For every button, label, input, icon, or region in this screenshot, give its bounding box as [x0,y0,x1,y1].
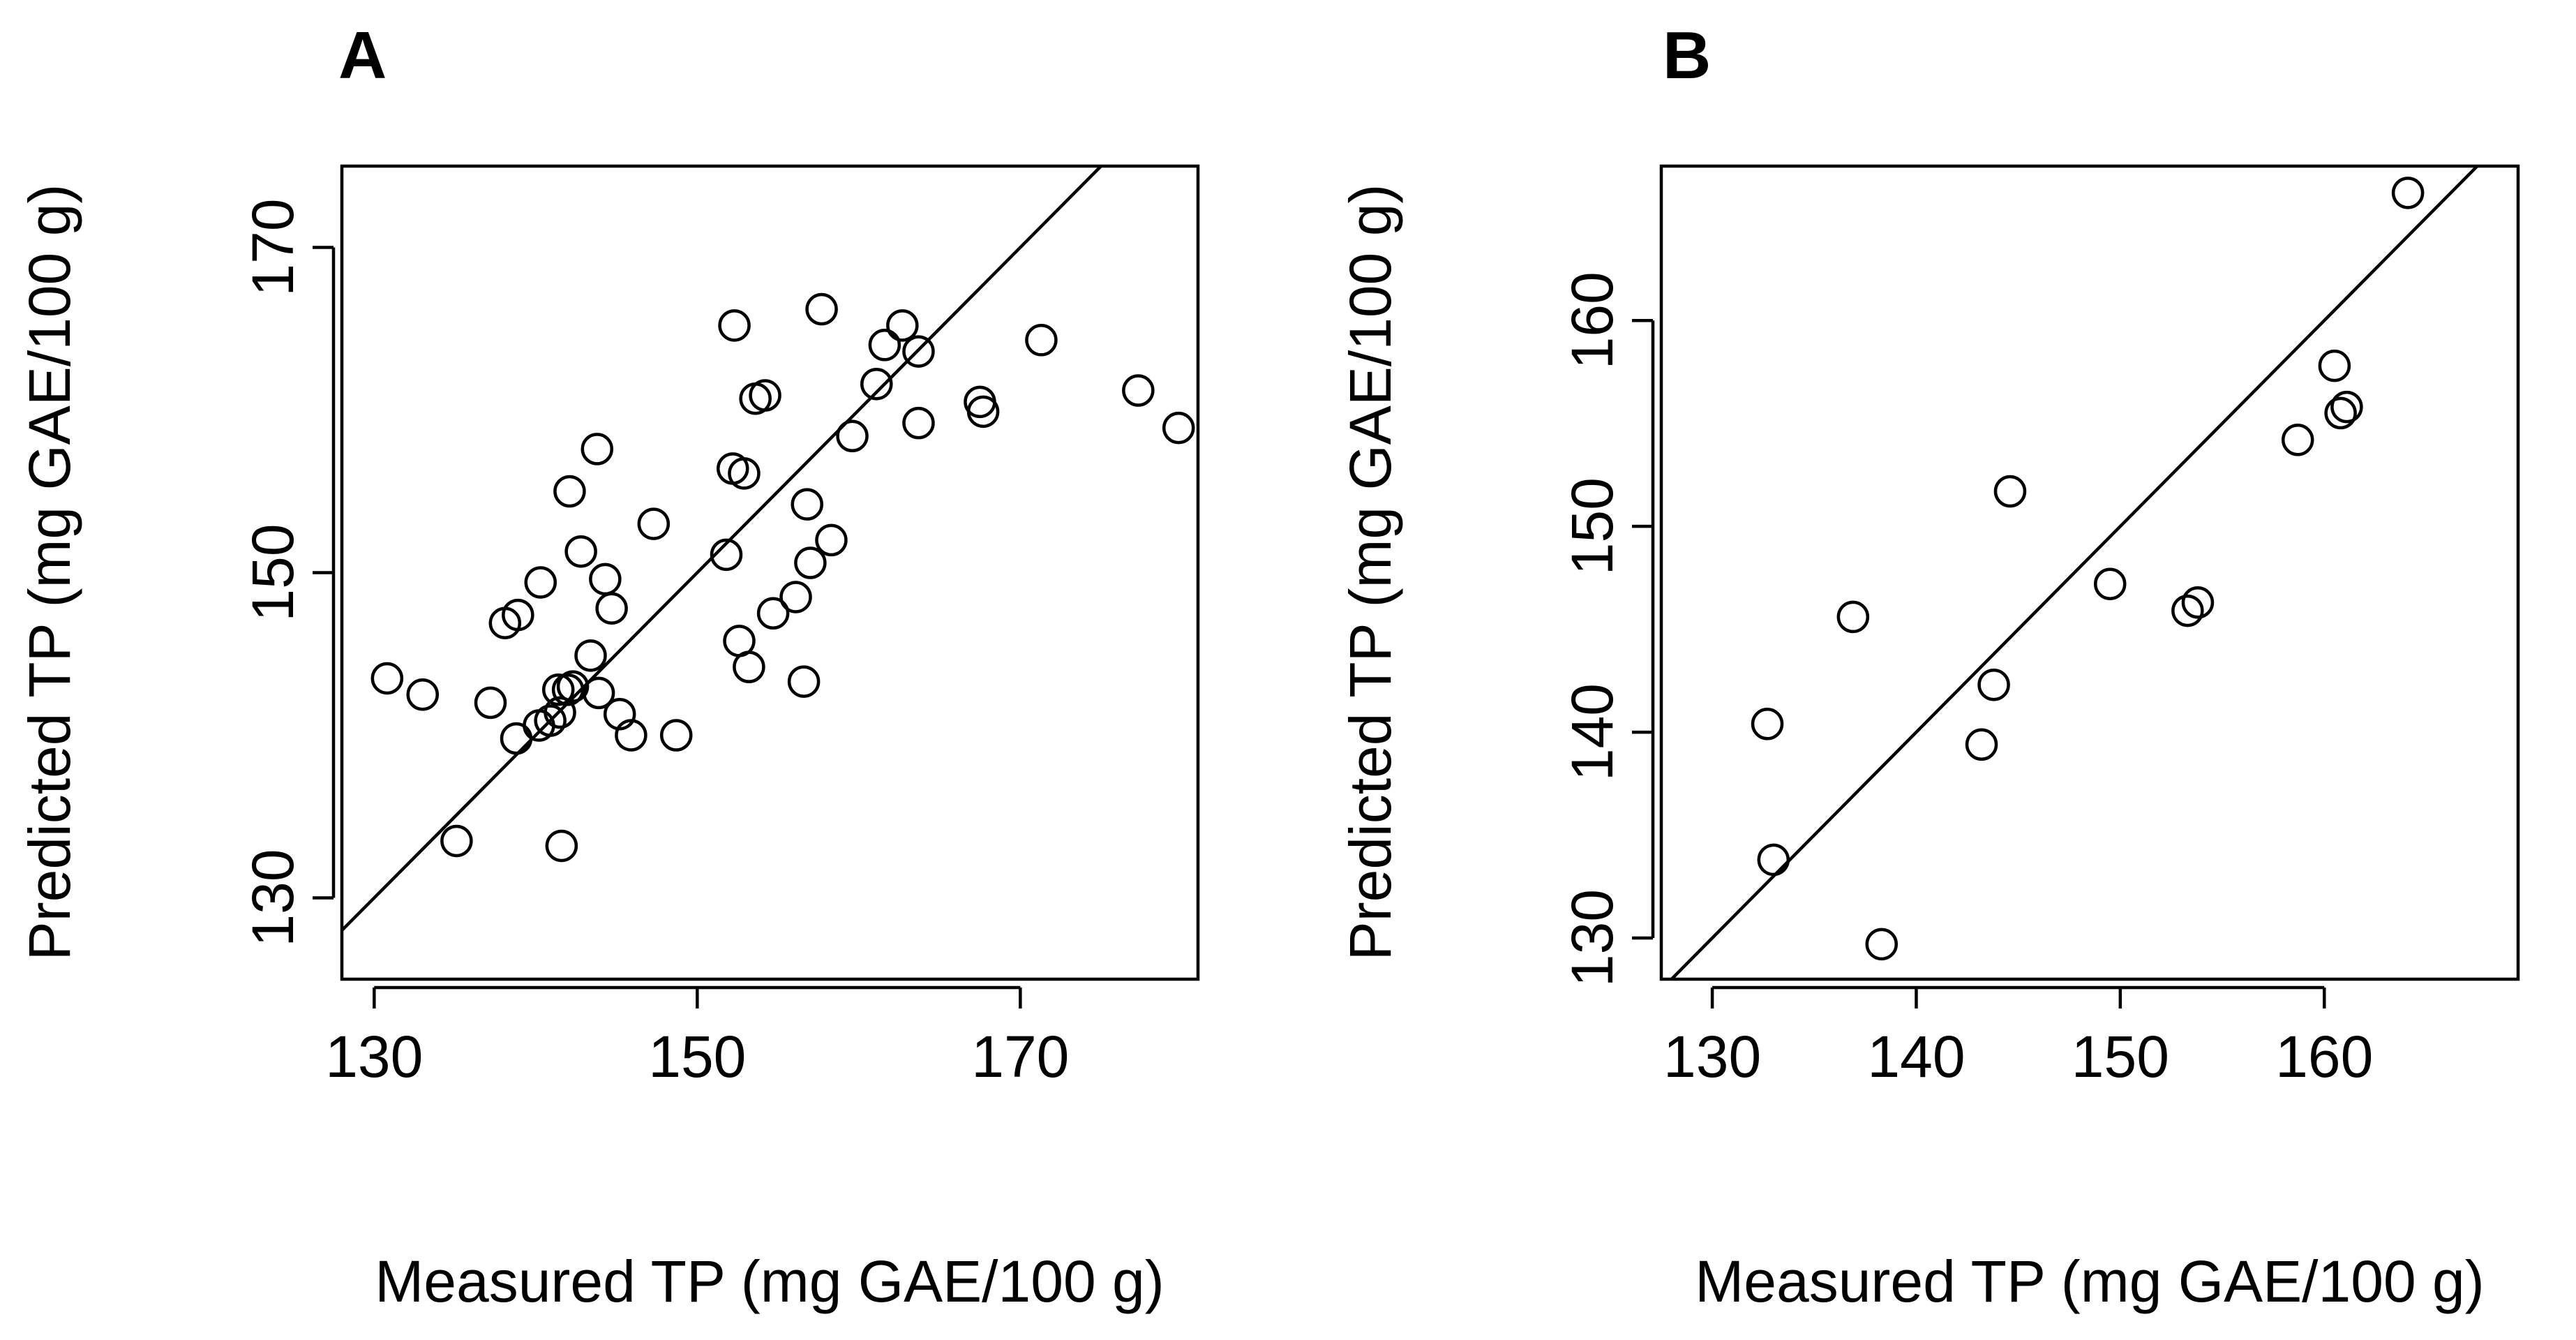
panel-a-x-axis-title: Measured TP (mg GAE/100 g) [375,1249,1164,1314]
panel-b-data-point [2324,396,2357,430]
panel-a-points [370,292,1195,863]
panel-b-data-point [2330,390,2363,424]
panel-a-data-point [564,535,597,568]
panel-a-data-point [524,566,557,599]
panel-b-data-point [1977,668,2010,701]
panel-b-y-axis-title: Predicted TP (mg GAE/100 g) [1338,184,1403,961]
panel-b-plot-frame [1659,164,2520,981]
panel-a-data-point [615,719,647,752]
panel-a-data-point [370,662,404,695]
panel-b-data-point [1993,475,2027,508]
panel-a: A Measured TP (mg GAE/100 g) Predicted T… [17,18,1200,1314]
panel-a-x-tick-label: 130 [325,1024,423,1089]
panel-a-data-point [659,719,693,752]
panel-a-data-point [836,419,869,453]
panel-a-letter: A [338,18,387,93]
panel-a-y-ticks: 130 150 170 [240,198,336,947]
panel-a-data-point [718,309,751,342]
panel-a-data-point [710,538,743,572]
panel-a-data-point [749,379,781,412]
panel-a-data-point [440,824,473,858]
panel-a-x-ticks: 130 150 170 [325,985,1069,1089]
panel-a-data-point [545,829,578,863]
panel-a-data-point [779,581,812,613]
panel-b-y-tick-label: 160 [1559,271,1625,369]
panel-a-data-point [502,598,534,632]
panel-b-y-ticks: 130 140 150 160 [1559,271,1655,987]
panel-a-y-tick-label: 170 [240,198,306,296]
panel-a-x-tick-label: 150 [648,1024,746,1089]
panel-a-data-point [791,488,823,521]
panel-a-data-point [553,475,586,508]
panel-a-y-tick-label: 130 [240,849,306,946]
panel-a-y-tick-label: 150 [240,523,306,621]
panel-a-data-point [534,704,567,737]
panel-b: B Measured TP (mg GAE/100 g) Predicted T… [1338,18,2520,1314]
panel-a-reference-line [340,165,1102,932]
panel-b-data-point [1965,728,1998,761]
panel-a-data-point [868,329,901,362]
panel-a-data-point [1122,374,1155,407]
panel-b-x-tick-label: 150 [2072,1024,2169,1089]
panel-b-y-tick-label: 130 [1559,889,1625,987]
panel-b-reference-line [1670,165,2479,981]
panel-a-data-point [787,665,821,698]
panel-b-letter: B [1663,18,1711,93]
panel-a-data-point [902,335,935,368]
panel-a-data-point [556,670,590,703]
panel-a-data-point [544,696,576,729]
panel-a-data-point [728,457,761,490]
panel-a-plot-frame [340,164,1200,981]
panel-b-x-ticks: 130 140 150 160 [1663,985,2373,1089]
panel-b-data-point [2391,177,2425,209]
panel-a-data-point [966,395,1000,429]
panel-b-data-point [2318,349,2351,382]
panel-b-x-tick-label: 140 [1867,1024,1965,1089]
panel-a-data-point [551,673,585,706]
panel-a-data-point [595,592,628,625]
panel-a-data-point [886,309,919,342]
panel-a-x-tick-label: 170 [971,1024,1069,1089]
panel-a-data-point [406,678,440,711]
panel-b-x-tick-label: 160 [2275,1024,2373,1089]
panel-a-data-point [603,697,636,731]
panel-b-y-tick-label: 140 [1559,683,1625,781]
panel-b-x-tick-label: 130 [1663,1024,1761,1089]
panel-a-data-point [1025,324,1058,357]
panel-b-reference-line-group [1670,165,2479,981]
panel-b-y-tick-label: 150 [1559,477,1625,575]
panel-a-data-point [805,292,838,326]
panel-b-points [1751,177,2425,961]
panel-b-data-point [2171,594,2204,627]
panel-a-y-axis-title: Predicted TP (mg GAE/100 g) [17,184,82,961]
panel-b-data-point [1757,843,1790,877]
panel-a-data-point [902,406,935,440]
panel-a-data-point [581,433,614,466]
panel-b-data-point [1751,708,1784,740]
panel-b-data-point [1836,600,1870,634]
panel-a-reference-line-group [340,165,1102,932]
panel-b-data-point [2181,586,2215,619]
panel-a-data-point [637,507,671,540]
panel-a-data-point [541,673,575,706]
panel-a-data-point [794,546,827,579]
panel-a-data-point [860,367,893,401]
panel-a-data-point [582,676,615,710]
panel-b-x-axis-title: Measured TP (mg GAE/100 g) [1695,1249,2484,1314]
panel-a-data-point [815,523,848,557]
panel-a-data-point [1162,411,1195,445]
panel-a-data-point [756,597,790,630]
panel-b-data-point [2281,424,2314,456]
panel-b-data-point [1865,928,1899,961]
panel-a-data-point [474,686,507,720]
panel-b-data-point [2093,567,2127,600]
panel-a-data-point [574,639,607,672]
panel-a-data-point [733,650,765,683]
